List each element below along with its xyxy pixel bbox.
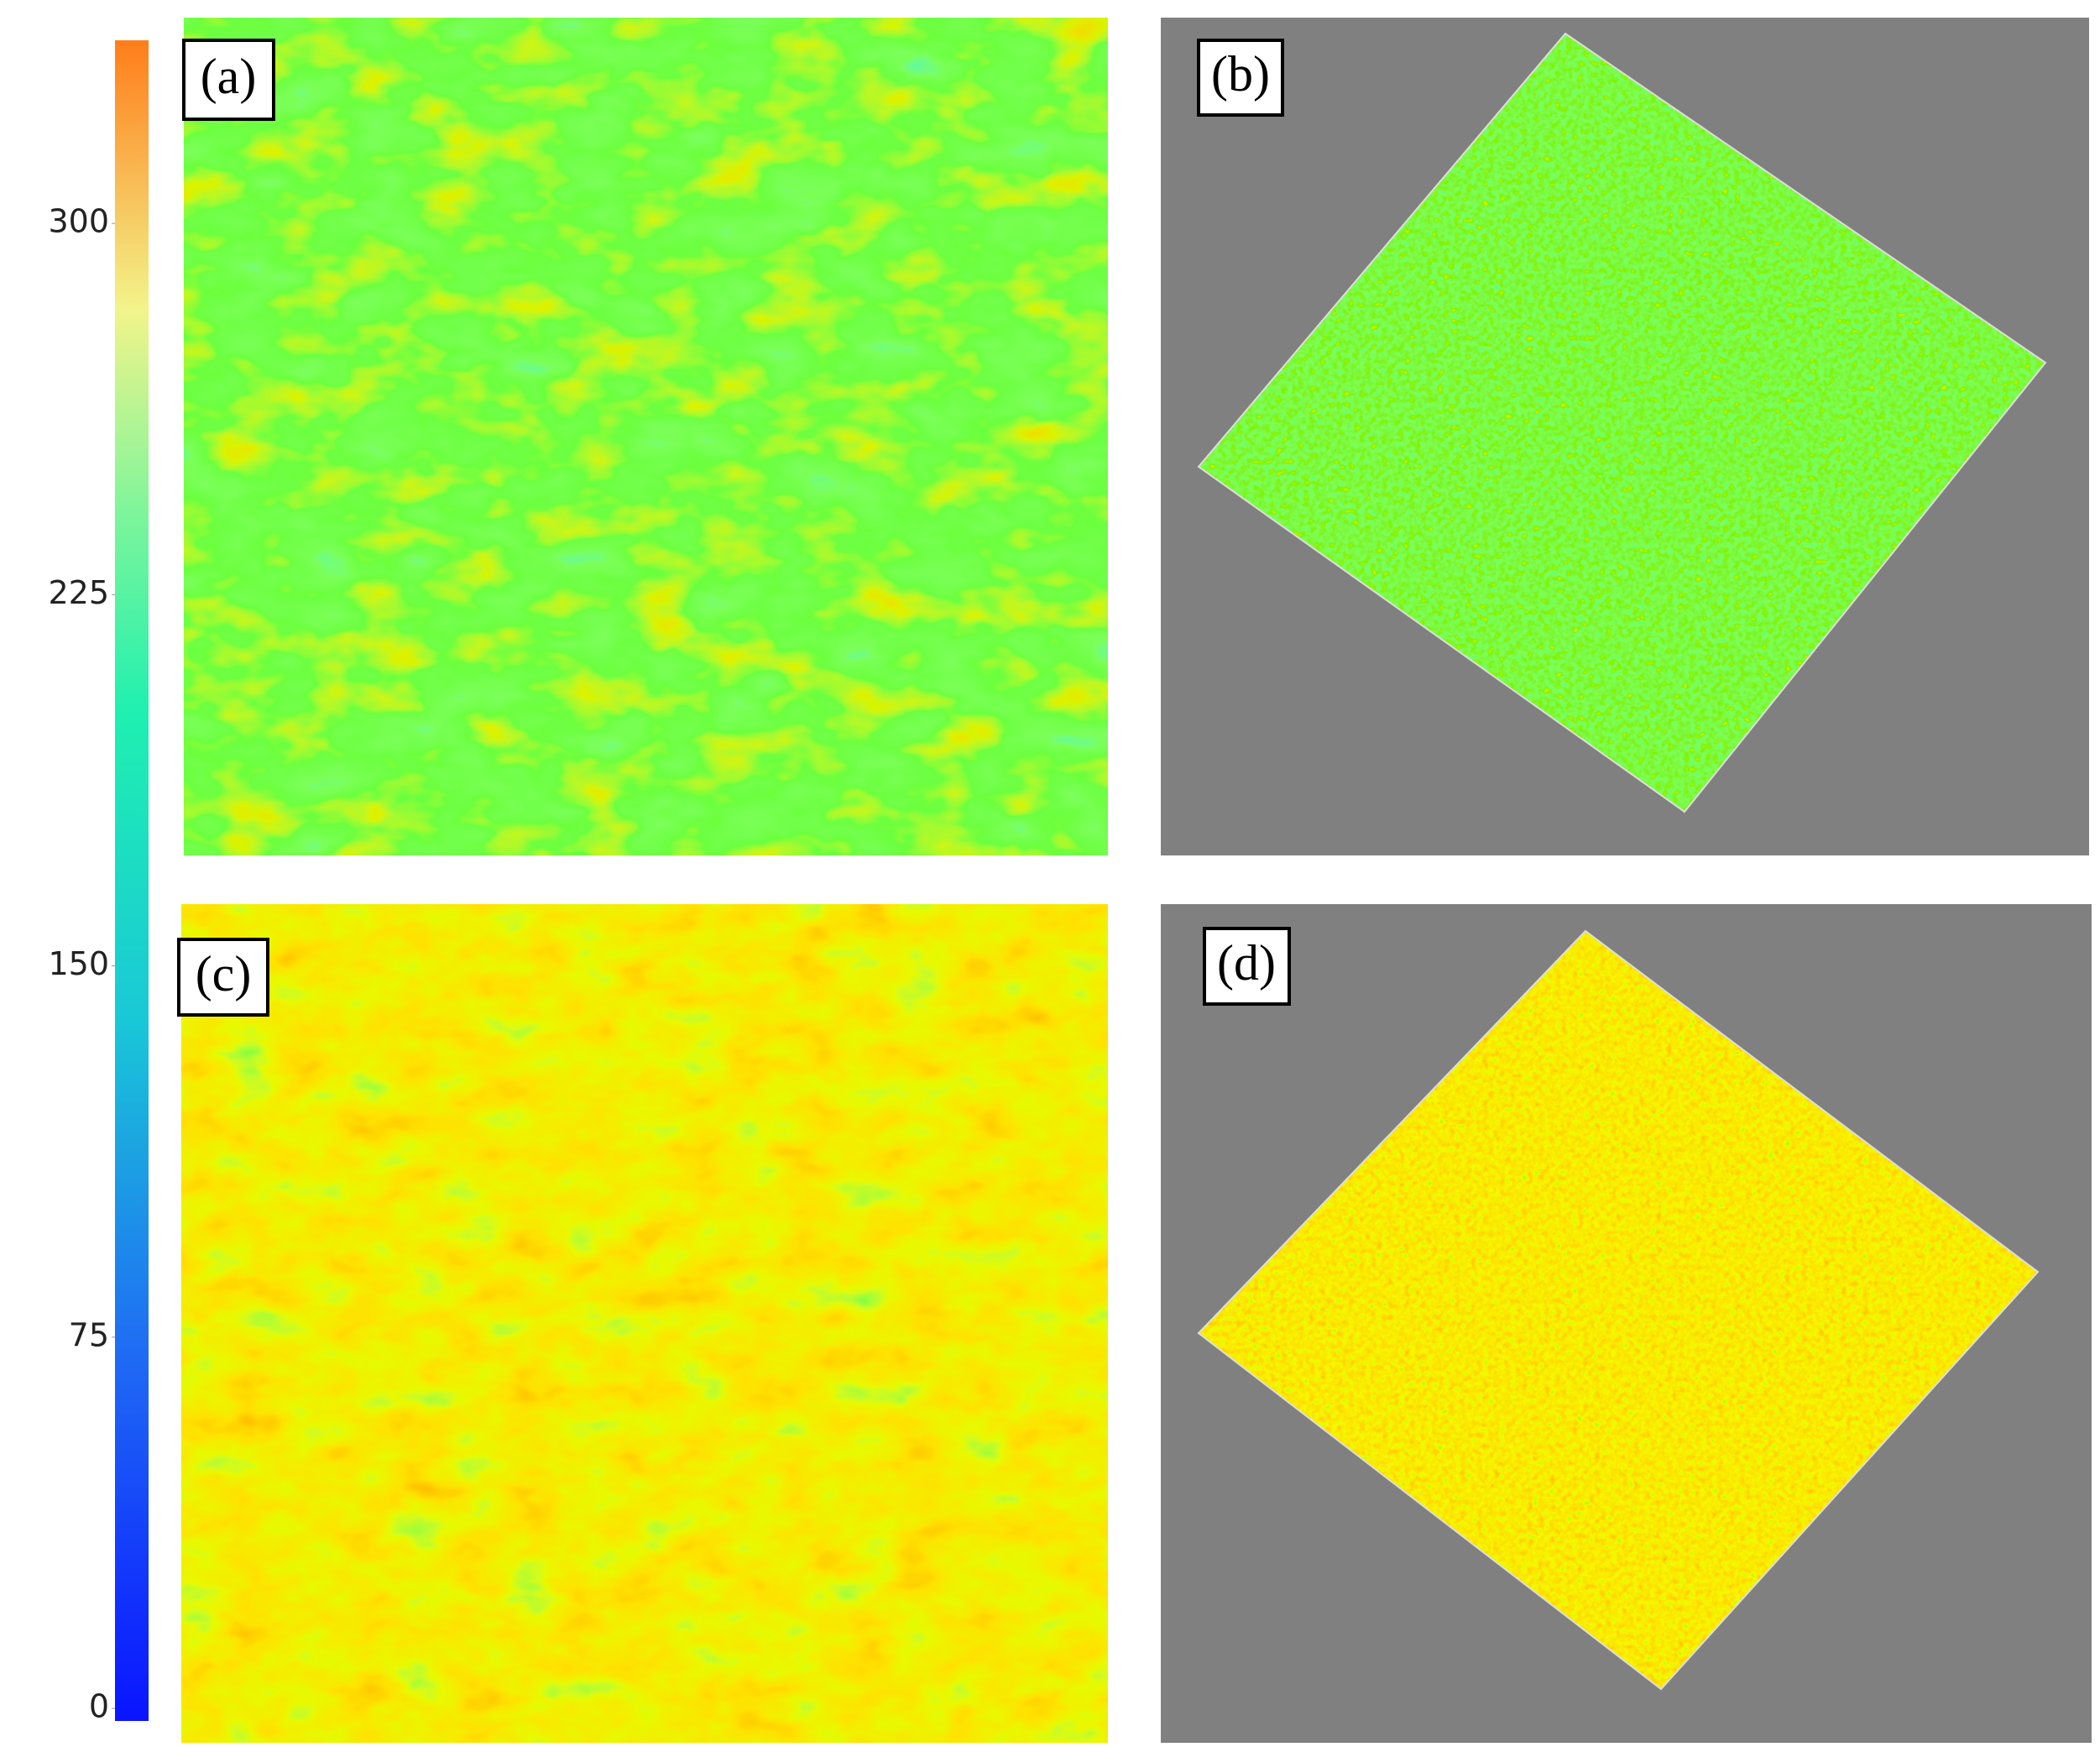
panel-label: (c) [196, 946, 252, 1002]
label-box [1197, 39, 1284, 117]
panel-label: (d) [1217, 935, 1276, 991]
surface-image-c [181, 904, 1108, 1743]
label-box [177, 938, 269, 1017]
colorbar-tick-label: 75 [69, 1316, 109, 1353]
panel-label: (b) [1211, 46, 1270, 102]
colorbar-tick-label: 0 [89, 1688, 109, 1725]
surface-frame-d [1197, 929, 2040, 1691]
colorbar [115, 40, 149, 1721]
colorbar-tick-label: 150 [48, 945, 109, 982]
label-box [182, 39, 275, 121]
label-box [1203, 927, 1291, 1006]
surface-frame-b [1197, 32, 2047, 813]
surface-image-a [184, 18, 1108, 855]
colorbar-tick-label: 225 [48, 574, 109, 611]
colorbar-tick-label: 300 [48, 203, 109, 240]
panel-label: (a) [201, 49, 257, 104]
